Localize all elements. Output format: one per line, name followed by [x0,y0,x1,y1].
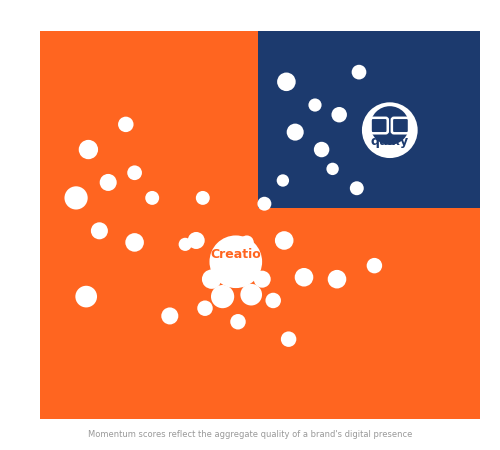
Ellipse shape [64,186,88,210]
Text: Creatio: Creatio [210,248,261,261]
Ellipse shape [76,286,97,307]
Ellipse shape [211,285,234,308]
Ellipse shape [366,258,382,273]
Ellipse shape [275,231,293,250]
Ellipse shape [308,99,322,112]
Ellipse shape [196,191,210,205]
Ellipse shape [350,181,364,195]
Ellipse shape [258,197,272,211]
Ellipse shape [198,301,212,316]
Ellipse shape [240,284,262,306]
Ellipse shape [202,270,222,289]
Ellipse shape [362,102,418,158]
Text: Momentum Leaders: Momentum Leaders [237,0,486,4]
Ellipse shape [118,117,134,132]
Ellipse shape [326,163,339,175]
Ellipse shape [328,270,346,288]
Ellipse shape [145,191,159,205]
Ellipse shape [281,331,296,347]
Ellipse shape [277,72,295,91]
Ellipse shape [230,314,246,329]
Ellipse shape [254,270,270,288]
Ellipse shape [126,233,144,252]
Ellipse shape [78,140,98,159]
Ellipse shape [210,235,262,288]
Ellipse shape [240,235,254,249]
Ellipse shape [276,174,289,187]
Ellipse shape [266,292,281,308]
Ellipse shape [370,106,409,145]
Ellipse shape [127,166,142,180]
Text: quixy: quixy [370,135,409,148]
Ellipse shape [286,124,304,141]
Ellipse shape [314,142,330,157]
Ellipse shape [91,222,108,239]
Ellipse shape [352,65,366,80]
Text: Momentum scores reflect the aggregate quality of a brand's digital presence: Momentum scores reflect the aggregate qu… [88,430,412,439]
Ellipse shape [332,107,347,122]
Ellipse shape [162,307,178,324]
Ellipse shape [100,174,116,191]
Ellipse shape [294,268,314,287]
Ellipse shape [178,238,192,251]
Bar [258,32,480,207]
Ellipse shape [188,232,204,249]
